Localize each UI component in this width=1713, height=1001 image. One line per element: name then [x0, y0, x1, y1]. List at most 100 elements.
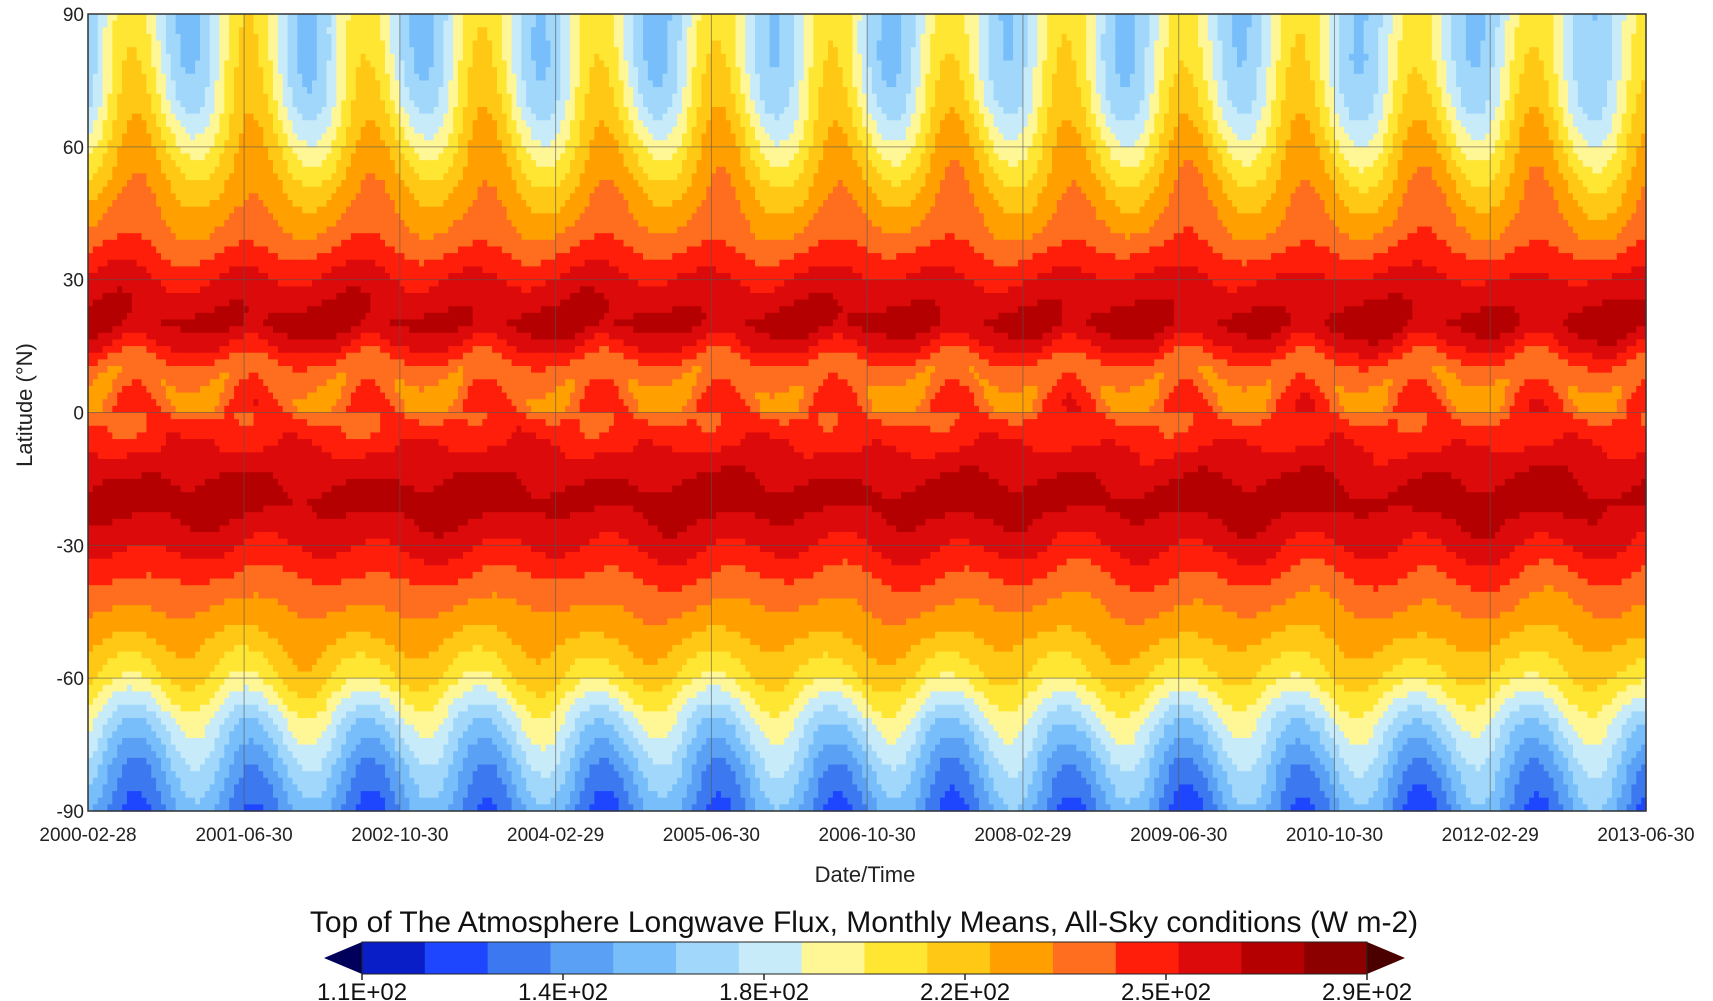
heatmap-cell: [171, 486, 176, 493]
heatmap-cell: [103, 413, 108, 420]
heatmap-cell: [122, 60, 127, 67]
heatmap-cell: [117, 691, 122, 698]
heatmap-cell: [171, 665, 176, 672]
heatmap-cell: [93, 505, 98, 512]
heatmap-cell: [200, 160, 205, 167]
heatmap-cell: [190, 413, 195, 420]
heatmap-cell: [127, 585, 132, 592]
heatmap-cell: [210, 565, 215, 572]
heatmap-cell: [137, 625, 142, 632]
heatmap-cell: [107, 658, 112, 665]
heatmap-cell: [146, 333, 151, 340]
heatmap-cell: [151, 678, 156, 685]
heatmap-cell: [219, 227, 224, 234]
heatmap-cell: [112, 227, 117, 234]
heatmap-cell: [137, 373, 142, 380]
heatmap-cell: [210, 784, 215, 791]
heatmap-cell: [98, 559, 103, 566]
heatmap-cell: [142, 645, 147, 652]
heatmap-cell: [210, 227, 215, 234]
heatmap-cell: [117, 559, 122, 566]
heatmap-cell: [219, 293, 224, 300]
heatmap-cell: [112, 386, 117, 393]
heatmap-cell: [132, 293, 137, 300]
heatmap-cell: [190, 27, 195, 34]
heatmap-cell: [151, 499, 156, 506]
heatmap-cell: [219, 240, 224, 247]
heatmap-cell: [181, 579, 186, 586]
heatmap-cell: [219, 798, 224, 805]
heatmap-cell: [132, 652, 137, 659]
heatmap-cell: [146, 359, 151, 366]
heatmap-cell: [93, 738, 98, 745]
heatmap-cell: [185, 512, 190, 519]
heatmap-cell: [142, 253, 147, 260]
heatmap-cell: [229, 579, 234, 586]
heatmap-cell: [98, 399, 103, 406]
heatmap-cell: [103, 167, 108, 174]
heatmap-cell: [215, 160, 220, 167]
heatmap-cell: [151, 598, 156, 605]
heatmap-cell: [107, 758, 112, 765]
heatmap-cell: [151, 87, 156, 94]
heatmap-cell: [171, 691, 176, 698]
heatmap-cell: [98, 87, 103, 94]
heatmap-cell: [181, 220, 186, 227]
heatmap-cell: [122, 459, 127, 466]
heatmap-cell: [137, 107, 142, 114]
heatmap-cell: [122, 492, 127, 499]
heatmap-cell: [156, 618, 161, 625]
heatmap-cell: [98, 705, 103, 712]
heatmap-cell: [161, 87, 166, 94]
heatmap-cell: [171, 80, 176, 87]
heatmap-cell: [229, 565, 234, 572]
heatmap-cell: [229, 280, 234, 287]
heatmap-cell: [103, 227, 108, 234]
heatmap-cell: [219, 94, 224, 101]
heatmap-cell: [112, 80, 117, 87]
heatmap-cell: [112, 27, 117, 34]
heatmap-cell: [224, 532, 229, 539]
heatmap-cell: [117, 147, 122, 154]
heatmap-cell: [142, 738, 147, 745]
heatmap-cell: [142, 266, 147, 273]
heatmap-cell: [122, 778, 127, 785]
heatmap-cell: [146, 691, 151, 698]
heatmap-cell: [224, 160, 229, 167]
heatmap-cell: [137, 207, 142, 214]
heatmap-cell: [185, 579, 190, 586]
heatmap-cell: [161, 41, 166, 48]
heatmap-cell: [156, 419, 161, 426]
heatmap-cell: [127, 731, 132, 738]
heatmap-cell: [112, 492, 117, 499]
heatmap-cell: [98, 233, 103, 240]
heatmap-cell: [156, 87, 161, 94]
heatmap-cell: [146, 41, 151, 48]
heatmap-cell: [181, 326, 186, 333]
heatmap-cell: [122, 147, 127, 154]
heatmap-cell: [219, 366, 224, 373]
heatmap-cell: [185, 552, 190, 559]
heatmap-cell: [190, 366, 195, 373]
heatmap-cell: [185, 638, 190, 645]
heatmap-cell: [88, 725, 93, 732]
heatmap-cell: [112, 519, 117, 526]
heatmap-cell: [219, 160, 224, 167]
heatmap-cell: [98, 505, 103, 512]
heatmap-cell: [205, 419, 210, 426]
heatmap-cell: [229, 413, 234, 420]
heatmap-cell: [229, 114, 234, 121]
heatmap-cell: [107, 725, 112, 732]
heatmap-cell: [229, 618, 234, 625]
heatmap-cell: [98, 246, 103, 253]
heatmap-cell: [156, 153, 161, 160]
heatmap-cell: [151, 180, 156, 187]
heatmap-cell: [219, 565, 224, 572]
heatmap-cell: [195, 213, 200, 220]
heatmap-cell: [151, 54, 156, 61]
heatmap-cell: [117, 313, 122, 320]
heatmap-cell: [88, 625, 93, 632]
heatmap-cell: [117, 532, 122, 539]
heatmap-cell: [122, 632, 127, 639]
heatmap-cell: [132, 240, 137, 247]
